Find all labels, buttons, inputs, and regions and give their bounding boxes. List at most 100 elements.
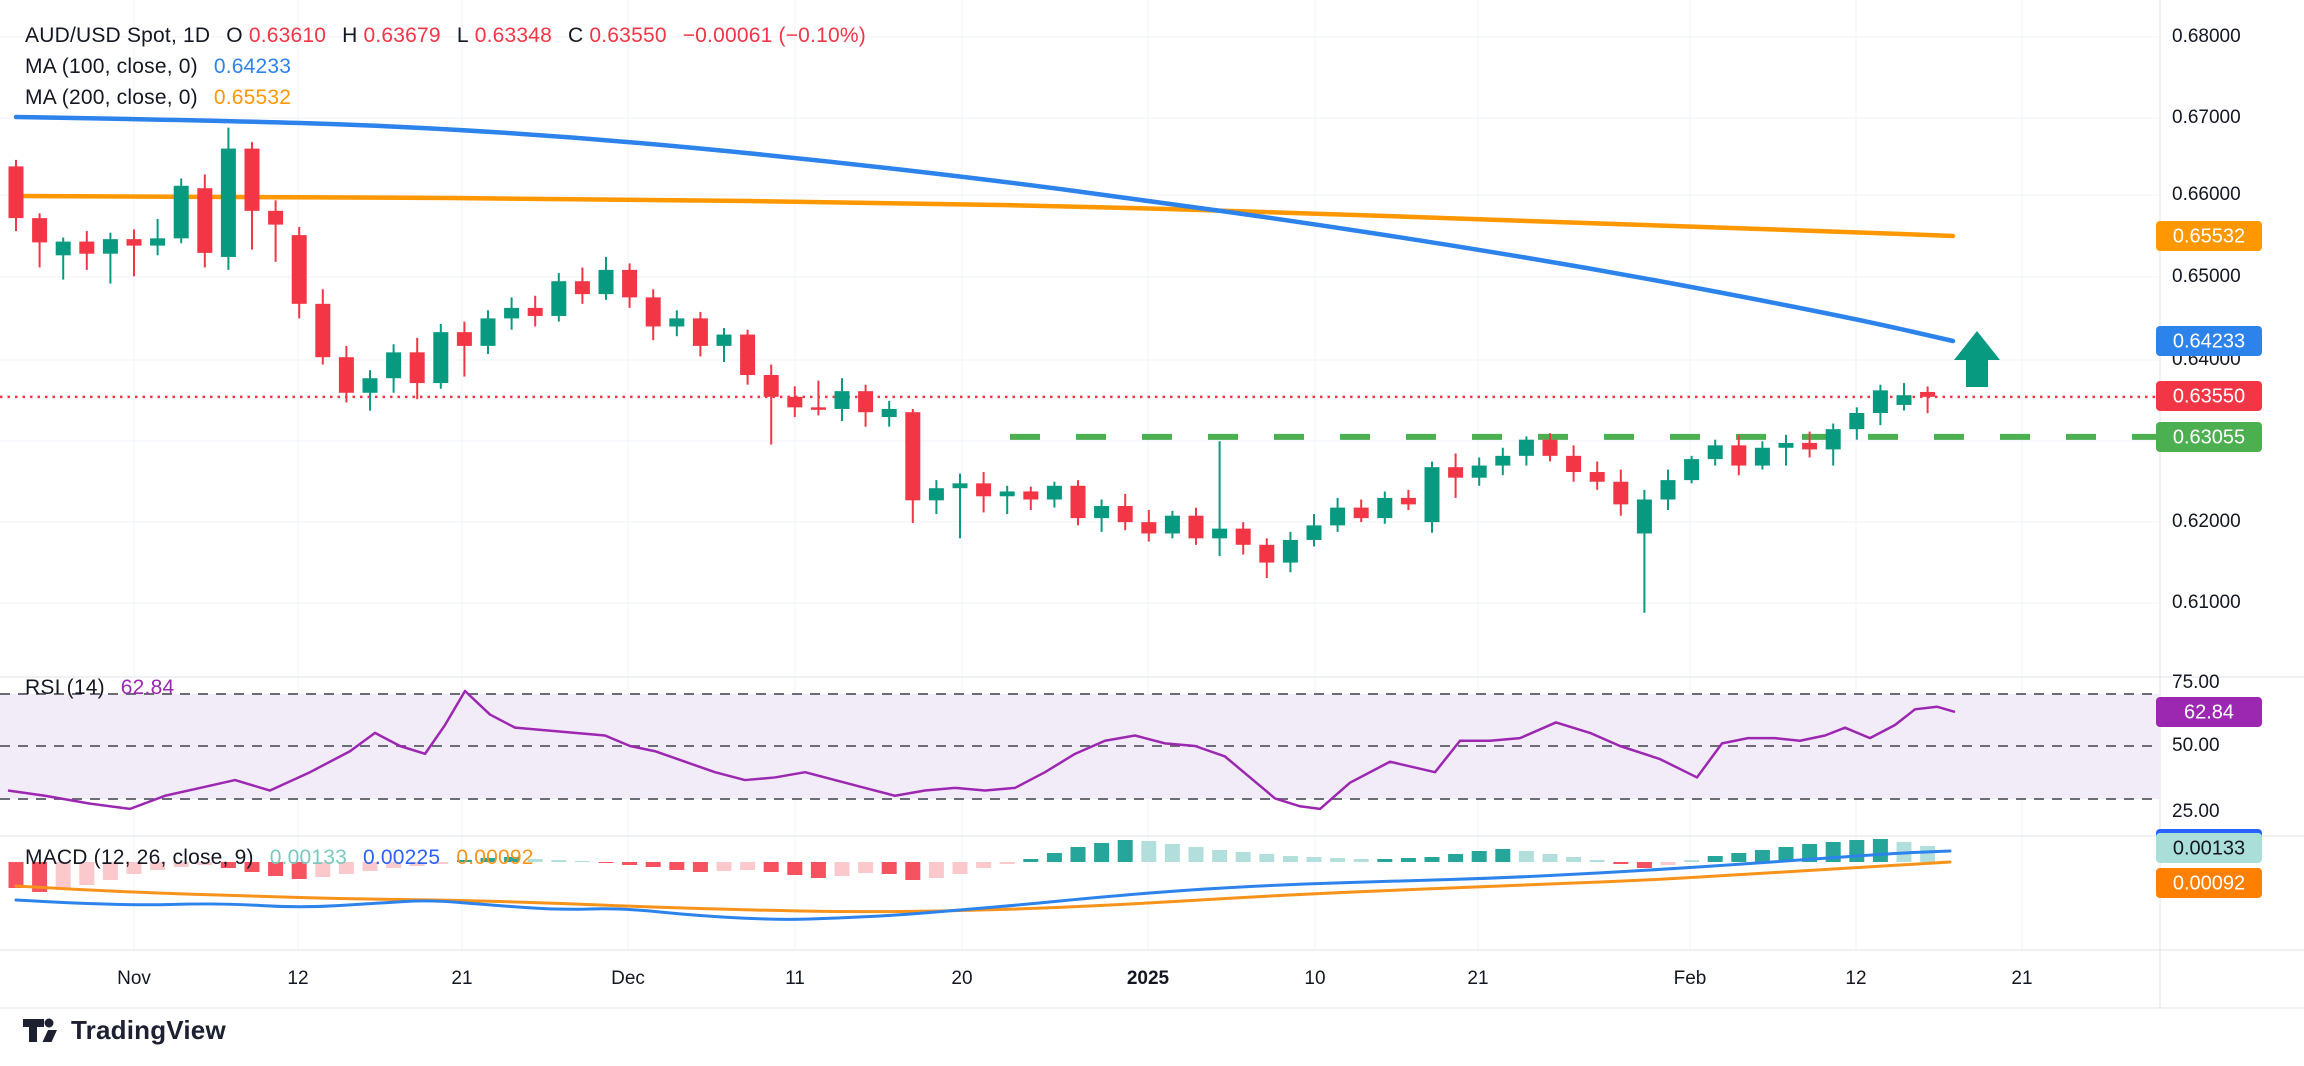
candle[interactable] (905, 412, 921, 501)
candle[interactable] (1778, 442, 1794, 448)
ma200-legend-row[interactable]: MA (200, close, 0) 0.65532 (25, 82, 872, 113)
candle[interactable] (1495, 455, 1511, 466)
candle[interactable] (1731, 445, 1747, 466)
candle[interactable] (126, 239, 142, 246)
macd-histogram-bar (1117, 840, 1133, 862)
candle[interactable] (480, 318, 496, 346)
price-axis-label: 0.65000 (2172, 266, 2241, 287)
macd-histogram-bar (1754, 850, 1770, 862)
candle[interactable] (173, 185, 189, 239)
candle[interactable] (1400, 497, 1416, 505)
candle[interactable] (8, 166, 24, 219)
candle[interactable] (1825, 429, 1841, 450)
candle[interactable] (504, 307, 520, 319)
candle[interactable] (976, 483, 992, 497)
candle[interactable] (999, 491, 1015, 497)
candle[interactable] (456, 332, 472, 346)
macd-histogram-bar (1872, 839, 1888, 862)
candle[interactable] (1141, 522, 1157, 534)
symbol-legend[interactable]: AUD/USD Spot, 1D O 0.63610 H 0.63679 L 0.63348… (25, 20, 872, 113)
candle[interactable] (1164, 515, 1180, 534)
candle[interactable] (1235, 528, 1251, 545)
candle[interactable] (1684, 459, 1700, 481)
candle[interactable] (1636, 499, 1652, 534)
macd-histogram-bar (976, 862, 992, 868)
candle[interactable] (79, 241, 95, 254)
candle[interactable] (1471, 465, 1487, 478)
candle[interactable] (834, 391, 850, 409)
candle[interactable] (763, 374, 779, 397)
candle[interactable] (150, 238, 166, 246)
candle[interactable] (928, 488, 944, 501)
candle[interactable] (527, 307, 543, 316)
candle[interactable] (1353, 507, 1369, 519)
rsi-legend[interactable]: RSI (14) 62.84 (25, 676, 180, 700)
candle[interactable] (787, 396, 803, 408)
candle[interactable] (433, 332, 449, 384)
macd-legend[interactable]: MACD (12, 26, close, 9) 0.00133 0.00225 0.0… (25, 846, 540, 870)
candle[interactable] (220, 148, 236, 257)
candle[interactable] (55, 241, 71, 256)
candle[interactable] (1117, 505, 1133, 523)
candle[interactable] (291, 235, 307, 304)
candle[interactable] (268, 210, 284, 225)
tradingview-logo[interactable]: TradingView (22, 1012, 226, 1048)
price-axis-label: 0.66000 (2172, 184, 2241, 205)
candle[interactable] (1282, 539, 1298, 563)
candle[interactable] (409, 352, 425, 384)
candle[interactable] (102, 239, 118, 254)
price-badge-text: 62.84 (2184, 701, 2234, 723)
candle[interactable] (740, 334, 756, 375)
candle[interactable] (338, 357, 354, 393)
candle[interactable] (315, 303, 331, 358)
candle[interactable] (952, 483, 968, 489)
candle[interactable] (1046, 485, 1062, 500)
candle[interactable] (362, 378, 378, 393)
candle[interactable] (1613, 481, 1629, 505)
macd-histogram-bar (409, 862, 425, 866)
candle[interactable] (1094, 505, 1110, 519)
candle[interactable] (551, 281, 567, 316)
candle[interactable] (1070, 485, 1086, 519)
up-arrow-annotation[interactable] (1954, 331, 2000, 387)
candle[interactable] (692, 318, 708, 346)
candle[interactable] (1872, 390, 1888, 413)
candle[interactable] (645, 297, 661, 327)
candle[interactable] (244, 148, 260, 211)
candle[interactable] (1259, 544, 1275, 563)
candle[interactable] (1566, 455, 1582, 473)
candle[interactable] (1518, 439, 1534, 456)
candle[interactable] (1023, 491, 1039, 500)
candle[interactable] (1849, 412, 1865, 430)
rsi-line (7, 689, 1956, 811)
candle[interactable] (32, 218, 48, 243)
candle[interactable] (1330, 507, 1346, 526)
candle[interactable] (1660, 480, 1676, 500)
candle[interactable] (858, 391, 874, 413)
candle[interactable] (1896, 395, 1912, 405)
candle[interactable] (1377, 497, 1393, 519)
candle[interactable] (1448, 467, 1464, 478)
candle[interactable] (1424, 467, 1440, 523)
candle[interactable] (386, 352, 402, 379)
ma100-legend-row[interactable]: MA (100, close, 0) 0.64233 (25, 51, 872, 82)
candle[interactable] (574, 281, 590, 295)
candle[interactable] (1212, 528, 1228, 539)
candle[interactable] (1707, 445, 1723, 460)
candle[interactable] (881, 408, 897, 418)
candle[interactable] (1920, 391, 1936, 397)
candle[interactable] (1802, 442, 1818, 450)
candle[interactable] (598, 269, 614, 295)
candle[interactable] (810, 407, 826, 410)
candle[interactable] (1754, 447, 1770, 466)
candle[interactable] (197, 188, 213, 253)
candle[interactable] (1542, 439, 1558, 456)
candle[interactable] (669, 318, 685, 327)
candle[interactable] (1188, 515, 1204, 539)
candle[interactable] (716, 334, 732, 346)
candle[interactable] (1306, 525, 1322, 540)
candle[interactable] (1589, 472, 1605, 482)
candle[interactable] (622, 269, 638, 298)
time-axis-label: 12 (1845, 968, 1866, 989)
